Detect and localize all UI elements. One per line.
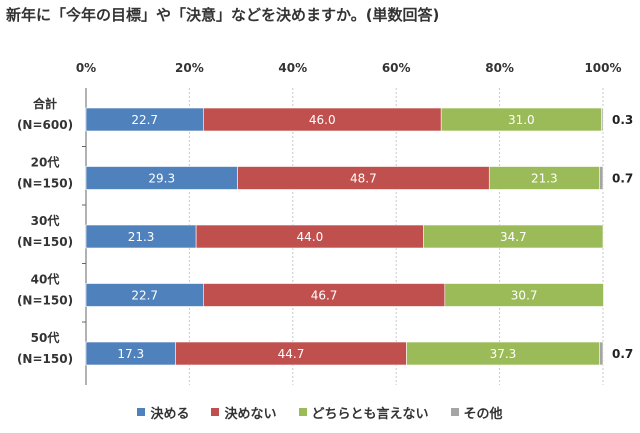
bar-segment bbox=[444, 283, 604, 307]
bar-segment bbox=[601, 107, 604, 132]
category-sublabel: (N=150) bbox=[17, 352, 73, 366]
x-tick-label: 0% bbox=[76, 61, 96, 75]
category-label: 20代 bbox=[31, 155, 60, 170]
legend: 決める 決めない どちらとも言えない その他 bbox=[0, 402, 640, 422]
x-tick-label: 20% bbox=[175, 61, 204, 75]
data-label-outside: 0.3 bbox=[612, 113, 633, 127]
x-tick-label: 40% bbox=[278, 61, 307, 75]
legend-item-sonota: その他 bbox=[450, 403, 503, 422]
legend-label-kimeru: 決める bbox=[150, 406, 190, 422]
chart-title: 新年に「今年の目標」や「決意」などを決めますか。(単数回答) bbox=[6, 6, 440, 24]
data-label: 17.3 bbox=[117, 347, 144, 361]
data-label: 44.0 bbox=[297, 230, 324, 244]
data-label: 46.0 bbox=[309, 113, 336, 127]
bar-segment bbox=[599, 341, 604, 366]
legend-label-dochiratomo: どちらとも言えない bbox=[311, 406, 429, 422]
category-label: 30代 bbox=[31, 213, 60, 228]
category-sublabel: (N=150) bbox=[17, 177, 73, 191]
data-label: 29.3 bbox=[148, 172, 175, 186]
x-tick-label: 60% bbox=[382, 61, 411, 75]
data-label-outside: 0.7 bbox=[612, 172, 633, 186]
legend-swatch-kimenai bbox=[211, 408, 220, 416]
x-tick-label: 80% bbox=[485, 61, 514, 75]
data-label: 30.7 bbox=[511, 289, 538, 303]
bar-segment bbox=[599, 166, 604, 190]
category-label: 50代 bbox=[31, 330, 60, 345]
data-label: 37.3 bbox=[490, 347, 517, 361]
legend-item-dochiratomo: どちらとも言えない bbox=[298, 403, 429, 422]
data-label: 46.7 bbox=[311, 289, 338, 303]
category-sublabel: (N=150) bbox=[17, 235, 73, 249]
legend-item-kimeru: 決める bbox=[137, 403, 189, 422]
x-tick-label: 100% bbox=[584, 61, 621, 75]
data-label: 31.0 bbox=[508, 113, 535, 127]
legend-swatch-sonota bbox=[450, 408, 459, 416]
data-label: 21.3 bbox=[128, 230, 155, 244]
category-sublabel: (N=150) bbox=[17, 294, 73, 308]
legend-swatch-dochiratomo bbox=[298, 408, 307, 416]
data-label: 21.3 bbox=[531, 172, 558, 186]
legend-label-sonota: その他 bbox=[463, 406, 503, 422]
legend-label-kimenai: 決めない bbox=[224, 406, 277, 422]
legend-swatch-kimeru bbox=[137, 408, 146, 416]
data-label: 48.7 bbox=[350, 172, 377, 186]
category-label: 合計 bbox=[33, 96, 57, 111]
data-label-outside: 0.7 bbox=[612, 347, 633, 361]
data-label: 22.7 bbox=[131, 289, 158, 303]
data-label: 44.7 bbox=[278, 347, 305, 361]
category-sublabel: (N=600) bbox=[17, 118, 73, 132]
bar-segment bbox=[423, 224, 604, 249]
data-label: 34.7 bbox=[500, 230, 527, 244]
category-label: 40代 bbox=[31, 272, 60, 287]
legend-item-kimenai: 決めない bbox=[211, 403, 277, 422]
data-label: 22.7 bbox=[131, 113, 158, 127]
